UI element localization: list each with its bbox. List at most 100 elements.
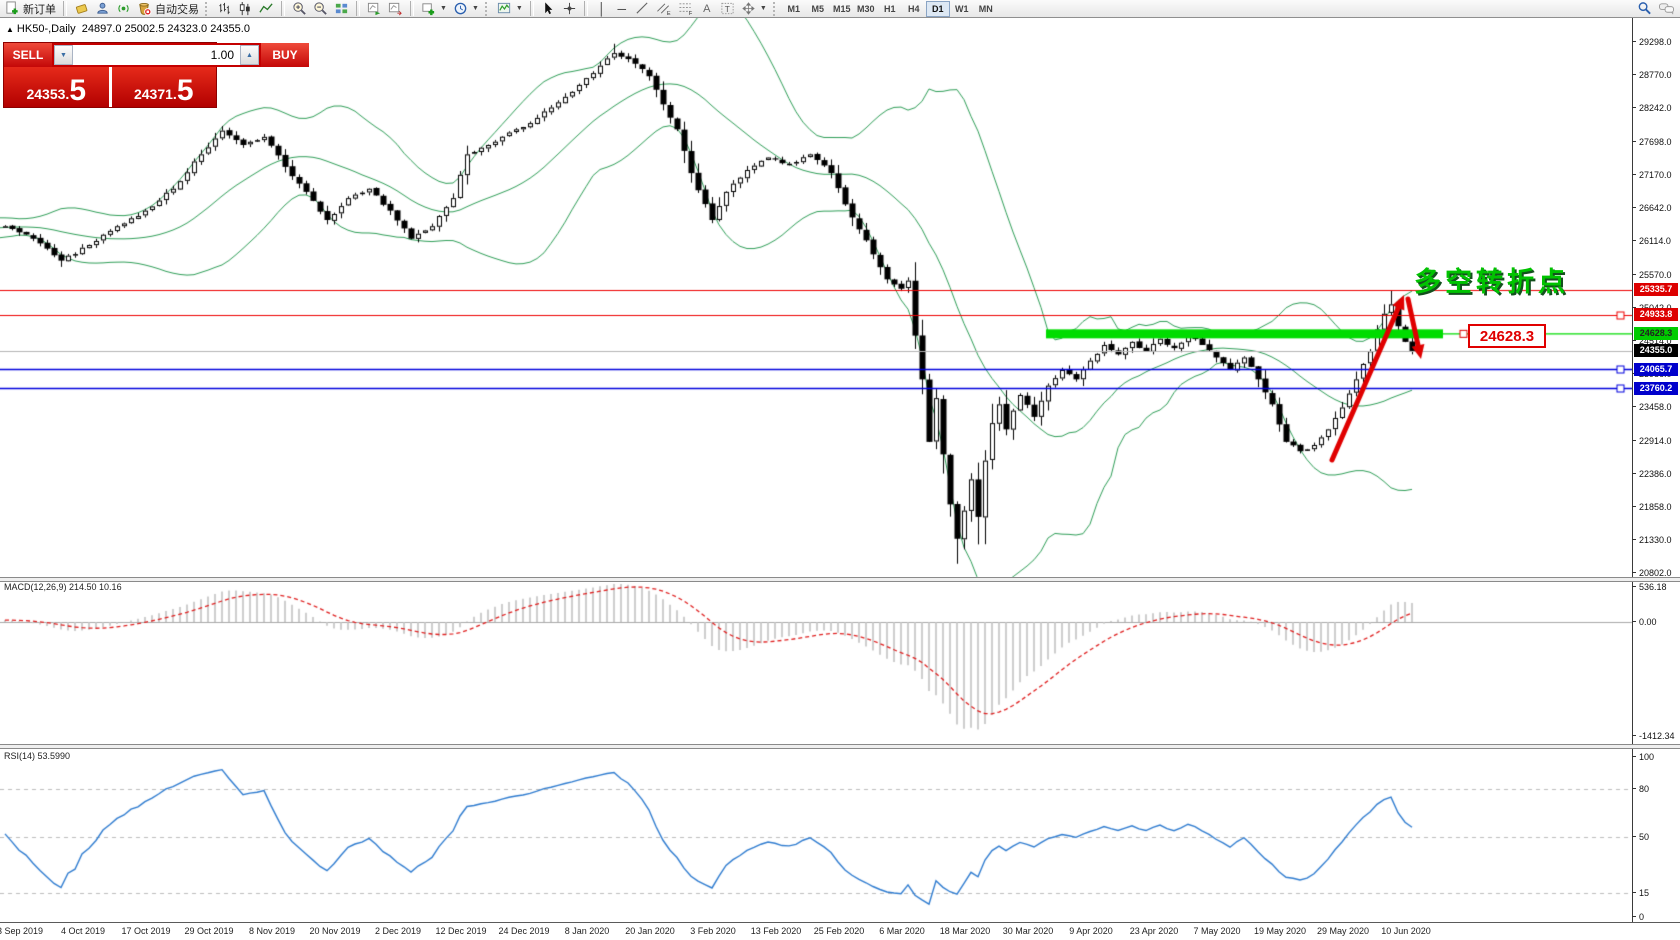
horizontal-line-tool-button[interactable]: ─ <box>612 1 632 17</box>
tile-windows-button[interactable] <box>331 1 352 17</box>
candlestick-icon <box>239 1 250 16</box>
timeframe-button-m5[interactable]: M5 <box>811 3 824 14</box>
buy-price-button[interactable]: 24371. 5 <box>111 67 216 107</box>
new-order-button[interactable]: 新订单 <box>2 1 59 17</box>
auto-trading-button[interactable]: 自动交易 <box>134 1 202 17</box>
text-icon: A <box>703 2 711 15</box>
timeframe-button-m15[interactable]: M15 <box>832 3 851 14</box>
volume-increase-button[interactable]: ▲ <box>240 45 259 65</box>
date-axis[interactable]: 3 Sep 2019 4 Oct 2019 17 Oct 2019 29 Oct 20… <box>0 922 1680 940</box>
horizontal-line-icon: ─ <box>617 1 627 16</box>
date-axis-label: 3 Feb 2020 <box>690 926 736 936</box>
axis-price-badge: 23760.2 <box>1634 381 1678 395</box>
candlestick-mode-button[interactable] <box>235 1 256 17</box>
chart-shift-icon <box>388 2 402 16</box>
price-axis[interactable]: 29298.0 28770.0 28242.0 27698.0 27170.0 26642… <box>1631 18 1680 922</box>
dropdown-caret-icon: ▼ <box>440 5 447 12</box>
auto-scroll-button[interactable] <box>364 1 385 17</box>
date-axis-label: 19 May 2020 <box>1253 926 1307 936</box>
date-axis-label: 18 Mar 2020 <box>939 926 991 936</box>
main-toolbar: 新订单 自动交易 <box>0 0 1680 18</box>
search-button[interactable] <box>1634 1 1655 17</box>
cursor-icon <box>545 2 553 15</box>
date-axis-label: 29 May 2020 <box>1316 926 1370 936</box>
timeframe-button-mn[interactable]: MN <box>978 3 993 14</box>
fibonacci-icon: F <box>679 3 693 16</box>
trendline-tool-button[interactable] <box>632 1 653 17</box>
shapes-icon <box>742 2 755 15</box>
axis-tick-label: 80 <box>1631 784 1650 794</box>
timeframe-button-m30[interactable]: M30 <box>856 3 875 14</box>
axis-tick-label: 27170.0 <box>1632 170 1672 180</box>
community-button[interactable] <box>92 1 113 17</box>
ticket-icon <box>75 4 88 14</box>
date-axis-label: 30 Mar 2020 <box>1002 926 1054 936</box>
line-chart-mode-button[interactable] <box>256 1 277 17</box>
timeframe-button-h4[interactable]: H4 <box>907 3 920 14</box>
axis-tick-label: 25570.0 <box>1632 270 1672 280</box>
one-click-trading-panel: SELL ▼ ▲ BUY 24353.5 24371.5 <box>3 42 309 108</box>
fibonacci-tool-button[interactable]: F <box>675 1 697 17</box>
price-chart-canvas[interactable] <box>0 18 1632 922</box>
person-icon <box>97 2 108 14</box>
timeframe-button-m1[interactable]: M1 <box>787 3 800 14</box>
shapes-tool-button[interactable]: ▼ <box>738 1 770 17</box>
date-axis-label: 29 Oct 2019 <box>184 926 234 936</box>
date-axis-label: 25 Feb 2020 <box>813 926 865 936</box>
timeframe-button-w1[interactable]: W1 <box>955 3 969 14</box>
text-tool-button[interactable]: A <box>697 1 717 17</box>
axis-tick-label: 536.18 <box>1632 582 1667 592</box>
equidistant-channel-icon: E <box>656 3 671 16</box>
chart-title-symbol: HK50-,Daily <box>16 23 76 35</box>
indicators-icon <box>497 2 510 14</box>
toolbar-separator <box>410 1 414 16</box>
axis-tick-label: 24514.0 <box>1632 336 1672 346</box>
auto-scroll-icon <box>367 2 381 16</box>
toolbar-separator <box>356 1 360 16</box>
new-order-icon <box>6 1 18 15</box>
indicators-button[interactable]: ▼ <box>494 1 526 17</box>
chart-annotation-text[interactable]: 多空转折点 <box>1414 267 1569 297</box>
auto-trading-icon <box>139 2 152 16</box>
date-axis-label: 8 Nov 2019 <box>248 926 296 936</box>
axis-tick-label: 20802.0 <box>1632 568 1672 578</box>
date-axis-label: 10 Jun 2020 <box>1381 926 1431 936</box>
period-presets-button[interactable]: ▼ <box>450 1 482 17</box>
channel-tool-button[interactable]: E <box>653 1 675 17</box>
volume-input[interactable] <box>73 45 240 65</box>
timeframe-button-d1[interactable]: D1 <box>925 0 950 17</box>
timeframe-button-h1[interactable]: H1 <box>883 3 896 14</box>
toolbar-separator <box>583 1 588 16</box>
svg-text:E: E <box>667 11 671 16</box>
ticket-button[interactable] <box>71 1 92 17</box>
dropdown-caret-icon: ▼ <box>759 5 767 12</box>
zoom-out-button[interactable] <box>310 1 331 17</box>
pane-splitter-macd[interactable] <box>0 577 1680 582</box>
price-level-label-box[interactable]: 24628.3 <box>1468 324 1546 348</box>
toolbar-separator <box>63 1 67 16</box>
chart-shift-button[interactable] <box>385 1 406 17</box>
chat-button[interactable] <box>1655 1 1678 17</box>
zoom-in-button[interactable] <box>289 1 310 17</box>
auto-trading-label: 自动交易 <box>155 3 199 16</box>
sell-price-big-digit: 5 <box>69 74 86 107</box>
crosshair-tool-button[interactable] <box>559 1 580 17</box>
date-axis-label: 8 Jan 2020 <box>564 926 610 936</box>
date-axis-label: 12 Dec 2019 <box>435 926 487 936</box>
axis-tick-label: 26114.0 <box>1632 236 1671 246</box>
buy-button[interactable]: BUY <box>261 43 309 67</box>
new-chart-button[interactable]: ▼ <box>418 1 450 17</box>
bar-chart-mode-button[interactable] <box>214 1 235 17</box>
sell-button[interactable]: SELL <box>4 43 52 67</box>
sell-price-button[interactable]: 24353. 5 <box>4 67 109 107</box>
volume-decrease-button[interactable]: ▼ <box>54 45 73 65</box>
pane-splitter-rsi[interactable] <box>0 744 1680 749</box>
crosshair-icon <box>563 2 575 15</box>
vertical-line-tool-button[interactable]: │ <box>592 1 612 17</box>
signals-button[interactable] <box>113 1 134 17</box>
cursor-tool-button[interactable] <box>538 1 559 17</box>
date-axis-label: 9 Apr 2020 <box>1069 926 1113 936</box>
tile-windows-icon <box>335 3 348 14</box>
text-label-tool-button[interactable]: T <box>717 1 738 17</box>
axis-tick-label: -1412.34 <box>1632 731 1675 741</box>
